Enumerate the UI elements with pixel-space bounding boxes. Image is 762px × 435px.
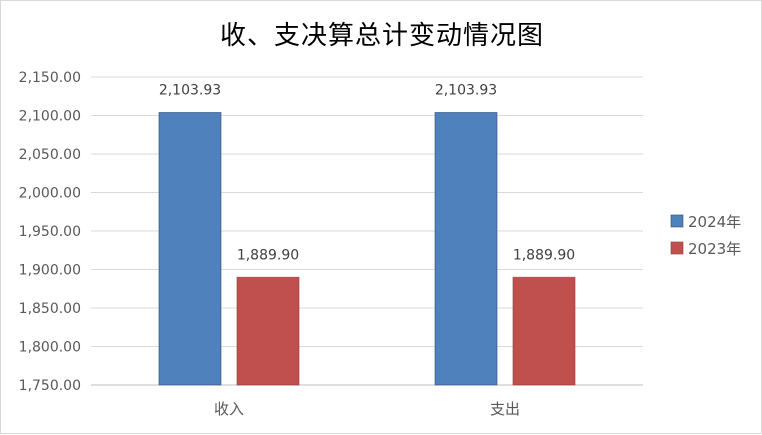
legend-swatch: [670, 214, 684, 228]
data-label: 1,889.90: [513, 247, 575, 263]
y-tick-label: 2,150.00: [19, 70, 81, 86]
data-label: 1,889.90: [237, 247, 299, 263]
data-label: 2,103.93: [159, 82, 221, 98]
y-tick-label: 1,750.00: [19, 378, 81, 394]
data-label: 2,103.93: [435, 82, 497, 98]
chart-title: 收、支决算总计变动情况图: [219, 21, 544, 51]
legend-swatch: [670, 241, 684, 255]
y-tick-label: 1,950.00: [19, 224, 81, 240]
bar-previous: [236, 276, 300, 386]
y-tick-label: 1,900.00: [19, 263, 81, 279]
legend-label: 2023年: [688, 240, 741, 258]
y-tick-label: 2,000.00: [19, 186, 81, 202]
bar-current: [434, 111, 498, 386]
bar-current: [158, 111, 222, 386]
y-tick-label: 1,850.00: [19, 301, 81, 317]
x-category-label: 支出: [490, 400, 520, 418]
legend-label: 2024年: [688, 213, 741, 231]
y-tick-label: 2,100.00: [19, 109, 81, 125]
x-category-label: 收入: [214, 400, 244, 418]
y-tick-label: 1,800.00: [19, 340, 81, 356]
y-tick-label: 2,050.00: [19, 147, 81, 163]
bar-previous: [512, 276, 576, 386]
